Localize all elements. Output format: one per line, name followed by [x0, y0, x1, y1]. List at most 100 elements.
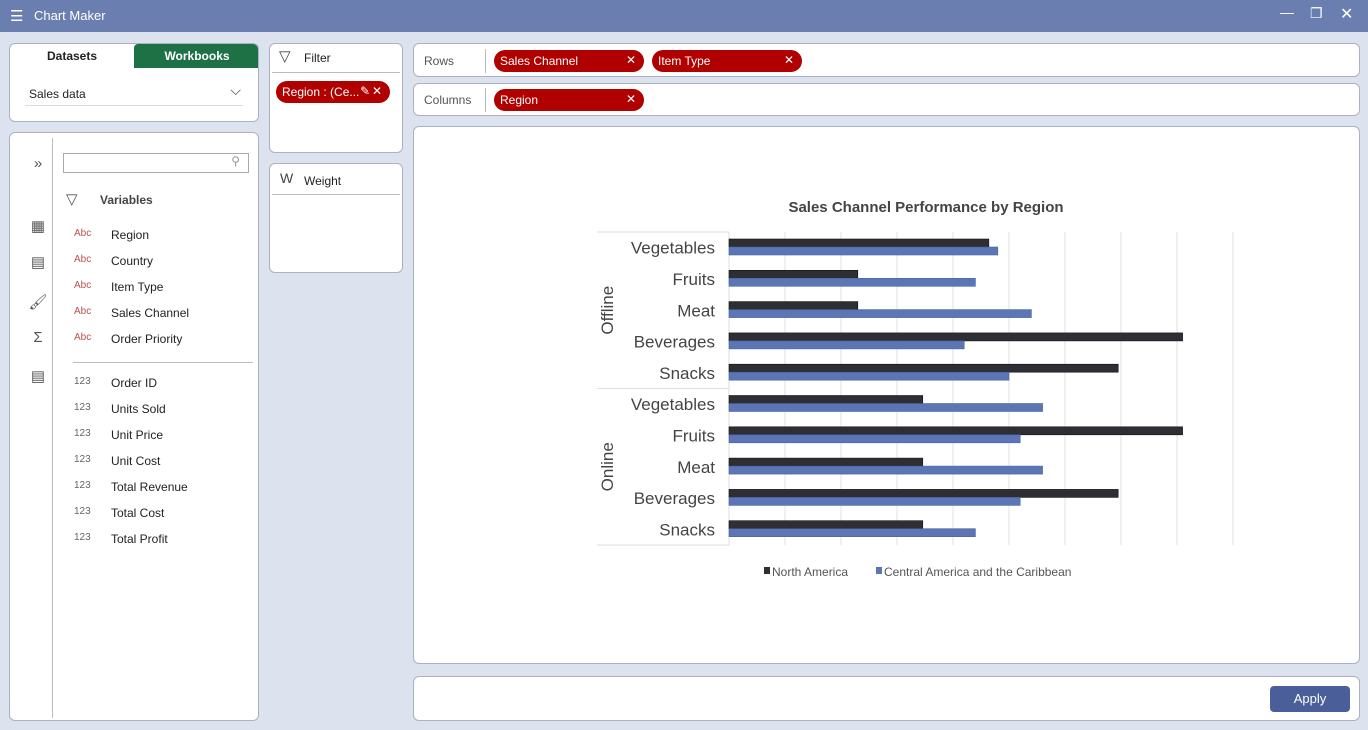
category-label: Beverages [634, 489, 715, 508]
table-options-icon[interactable]: ▤ [30, 368, 46, 385]
remove-icon[interactable]: ✕ [625, 53, 636, 67]
bar-central-america-and-the-caribbean [728, 246, 999, 256]
minimize-icon[interactable]: — [1280, 4, 1294, 20]
columns-chip-region[interactable]: Region ✕ [494, 89, 644, 111]
bar-chart: Sales Channel Performance by Region Offli… [597, 199, 1234, 579]
variable-name: Sales Channel [111, 306, 190, 320]
remove-icon[interactable]: ✕ [783, 53, 794, 67]
category-label: Vegetables [631, 239, 715, 258]
filter-label: Filter [304, 51, 331, 65]
numeric-type-icon: 123 [74, 402, 91, 413]
filter-icon[interactable]: ▽ [66, 191, 78, 208]
chip-label: Region [500, 93, 539, 107]
tab-workbooks[interactable]: Workbooks [134, 44, 258, 68]
legend-swatch [876, 567, 882, 574]
title-bar: ☰ Chart Maker — ❐ ✕ [0, 0, 1368, 32]
variable-name: Unit Price [111, 428, 164, 442]
bar-north-america [728, 457, 924, 467]
filter-icon: ▽ [279, 48, 291, 65]
sigma-icon[interactable]: Σ [33, 329, 43, 346]
filter-chip-label: Region : (Ce... [282, 85, 360, 99]
rows-chip-sales-channel[interactable]: Sales Channel ✕ [494, 50, 644, 72]
pivot-icon[interactable]: ▦ [30, 218, 46, 235]
variable-name: Region [111, 228, 150, 242]
tab-datasets[interactable]: Datasets [46, 49, 98, 63]
text-type-icon: Abc [74, 306, 92, 317]
weight-label: Weight [304, 174, 342, 188]
bar-central-america-and-the-caribbean [728, 465, 1043, 475]
bar-north-america [728, 426, 1183, 436]
table-filter-icon[interactable]: ▤ [30, 254, 46, 271]
chart-panel: Sales Channel Performance by Region Offli… [413, 126, 1360, 664]
rows-chip-item-type[interactable]: Item Type ✕ [652, 50, 802, 72]
bar-north-america [728, 270, 859, 279]
filter-card: ▽ Filter Region : (Ce... ✎ ✕ [269, 43, 403, 153]
remove-icon[interactable]: ✕ [625, 92, 636, 106]
bar-central-america-and-the-caribbean [728, 278, 976, 287]
bar-central-america-and-the-caribbean [728, 434, 1021, 444]
bar-north-america [728, 238, 990, 248]
bar-central-america-and-the-caribbean [728, 340, 965, 350]
category-label: Vegetables [631, 395, 715, 414]
variable-name: Units Sold [111, 402, 166, 416]
category-label: Meat [677, 301, 715, 320]
rows-drop-zone[interactable]: Rows Sales Channel ✕ Item Type ✕ [413, 43, 1360, 77]
text-type-icon: Abc [74, 228, 92, 239]
bar-north-america [728, 489, 1119, 498]
rows-label: Rows [424, 54, 455, 68]
expand-icon[interactable]: » [33, 155, 43, 172]
edit-icon[interactable]: ✎ [359, 84, 370, 98]
filter-chip-region[interactable]: Region : (Ce... ✎ ✕ [276, 81, 390, 103]
dataset-select[interactable]: Sales data ⌵ [25, 82, 243, 106]
variable-name: Item Type [111, 280, 164, 294]
bar-north-america [728, 363, 1119, 373]
bar-central-america-and-the-caribbean [728, 309, 1032, 318]
columns-drop-zone[interactable]: Columns Region ✕ [413, 83, 1360, 116]
numeric-type-icon: 123 [74, 506, 91, 517]
bar-north-america [728, 395, 924, 404]
datasets-card: Datasets Workbooks Sales data ⌵ [9, 43, 259, 122]
variable-name: Total Cost [111, 506, 165, 520]
paint-roller-icon[interactable]: 🖌 [28, 294, 48, 311]
legend-swatch [764, 567, 770, 574]
bar-central-america-and-the-caribbean [728, 497, 1021, 506]
bar-central-america-and-the-caribbean [728, 403, 1043, 412]
category-label: Snacks [659, 520, 715, 539]
category-label: Meat [677, 458, 715, 477]
variables-card: » ▦ ▤ 🖌 Σ ▤ ⚲ ▽ Variables Abc Region Abc Co… [9, 132, 259, 721]
legend-label: North America [772, 565, 848, 579]
numeric-type-icon: 123 [74, 480, 91, 491]
numeric-type-icon: 123 [74, 454, 91, 465]
dataset-select-value: Sales data [29, 87, 86, 101]
chip-label: Sales Channel [500, 54, 579, 68]
variables-heading: Variables [100, 193, 153, 207]
category-label: Snacks [659, 364, 715, 383]
bar-central-america-and-the-caribbean [728, 371, 1010, 381]
group-label: Offline [598, 286, 617, 335]
category-label: Fruits [673, 270, 716, 289]
divider [52, 138, 53, 718]
numeric-type-icon: 123 [74, 532, 91, 543]
search-icon: ⚲ [231, 154, 240, 168]
weight-icon: W [280, 170, 294, 186]
text-type-icon: Abc [74, 254, 92, 265]
variable-name: Order Priority [111, 332, 183, 346]
apply-button[interactable]: Apply [1270, 686, 1350, 712]
numeric-type-icon: 123 [74, 376, 91, 387]
chip-label: Item Type [658, 54, 711, 68]
bar-north-america [728, 301, 859, 310]
legend-label: Central America and the Caribbean [884, 565, 1071, 579]
close-icon[interactable]: ✕ [1340, 6, 1354, 23]
category-label: Fruits [673, 426, 716, 445]
menu-icon[interactable]: ☰ [10, 8, 24, 25]
variable-name: Country [111, 254, 154, 268]
divider [73, 362, 253, 363]
chart-title: Sales Channel Performance by Region [788, 199, 1063, 216]
variable-name: Total Profit [111, 532, 168, 546]
restore-icon[interactable]: ❐ [1310, 5, 1323, 21]
variable-search-input[interactable]: ⚲ [63, 153, 249, 173]
category-label: Beverages [634, 333, 715, 352]
remove-icon[interactable]: ✕ [371, 84, 382, 98]
weight-card: W Weight [269, 163, 403, 273]
app-title: Chart Maker [34, 8, 106, 23]
